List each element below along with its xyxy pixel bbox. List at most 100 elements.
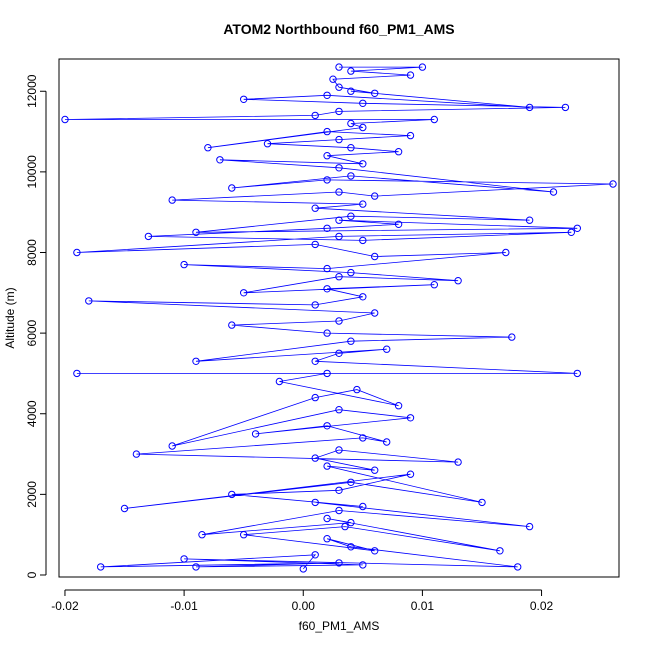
data-point xyxy=(496,547,504,555)
data-point xyxy=(275,377,284,386)
data-point xyxy=(525,216,534,224)
y-axis-label: Altitude (m) xyxy=(3,287,17,348)
data-point xyxy=(323,176,331,184)
data-point xyxy=(609,180,617,188)
data-point xyxy=(323,224,331,233)
data-point xyxy=(406,414,415,422)
y-tick-label: 2000 xyxy=(25,481,39,508)
data-point xyxy=(406,470,415,478)
data-point xyxy=(394,402,403,410)
data-point xyxy=(525,522,534,531)
data-point xyxy=(359,160,367,168)
data-point xyxy=(323,422,331,430)
data-point xyxy=(406,71,415,79)
data-point xyxy=(359,561,367,569)
x-tick-label: -0.02 xyxy=(51,599,79,613)
data-point xyxy=(335,446,343,454)
data-point xyxy=(263,140,272,148)
y-tick-label: 12000 xyxy=(25,74,39,108)
data-point xyxy=(347,172,355,180)
data-point xyxy=(323,535,331,543)
x-tick-label: 0.01 xyxy=(411,599,435,613)
y-tick-label: 8000 xyxy=(25,239,39,266)
data-point xyxy=(394,148,403,156)
data-point xyxy=(97,563,105,571)
data-point xyxy=(73,369,81,378)
y-axis: 0 2000 4000 6000 8000 10000 12000 xyxy=(25,74,47,578)
data-point xyxy=(61,115,69,124)
data-point xyxy=(341,522,349,531)
data-point xyxy=(359,434,367,442)
data-point xyxy=(192,228,200,237)
data-point xyxy=(454,277,462,285)
data-point xyxy=(347,144,355,152)
data-point xyxy=(359,123,367,132)
data-point xyxy=(323,514,331,523)
data-point xyxy=(204,144,212,152)
data-point xyxy=(311,393,319,402)
data-point xyxy=(323,285,331,293)
data-point xyxy=(335,164,343,172)
data-point xyxy=(240,95,248,104)
data-point xyxy=(549,188,558,196)
data-point xyxy=(335,107,343,116)
data-point xyxy=(311,204,319,212)
data-point xyxy=(216,156,224,164)
data-point xyxy=(323,329,331,337)
data-point xyxy=(335,188,343,196)
data-point xyxy=(335,559,343,567)
data-point xyxy=(359,99,367,108)
data-point xyxy=(371,192,379,200)
data-point xyxy=(383,438,391,446)
data-point xyxy=(347,212,355,220)
data-point xyxy=(394,220,403,229)
data-point xyxy=(311,240,319,249)
data-point xyxy=(347,543,355,551)
y-tick-label: 4000 xyxy=(25,400,39,427)
data-point xyxy=(573,369,581,378)
data-point xyxy=(168,442,176,450)
data-point xyxy=(335,317,343,325)
data-point xyxy=(73,248,81,257)
data-point xyxy=(335,349,343,357)
data-point xyxy=(502,248,510,257)
data-point xyxy=(311,551,319,559)
data-point xyxy=(347,268,355,277)
data-point xyxy=(335,406,343,414)
data-point xyxy=(418,63,427,71)
x-tick-label: 0.00 xyxy=(292,599,316,613)
data-point xyxy=(371,547,379,555)
data-point xyxy=(192,357,200,365)
x-axis: -0.02 -0.01 0.00 0.01 0.02 xyxy=(51,589,554,613)
data-point xyxy=(180,260,188,269)
y-tick-label: 6000 xyxy=(25,319,39,346)
data-point xyxy=(383,345,391,353)
data-point xyxy=(335,216,343,224)
data-point xyxy=(311,454,319,462)
data-point xyxy=(430,281,438,289)
data-point xyxy=(347,337,355,345)
data-point xyxy=(323,91,331,100)
data-point xyxy=(525,103,534,112)
y-tick-label: 10000 xyxy=(25,155,39,189)
data-point xyxy=(406,131,415,140)
data-point xyxy=(567,228,575,237)
data-point xyxy=(359,200,367,208)
data-point xyxy=(514,563,522,571)
data-point xyxy=(371,252,379,261)
data-point xyxy=(347,478,355,486)
data-point xyxy=(508,333,516,341)
data-point xyxy=(323,264,331,273)
data-point xyxy=(353,385,361,394)
series-line xyxy=(64,66,614,570)
data-point xyxy=(335,135,343,144)
data-point xyxy=(120,504,129,513)
data-point xyxy=(371,309,379,317)
data-point xyxy=(311,301,319,309)
y-tick-label: 0 xyxy=(25,571,39,578)
data-point xyxy=(335,486,343,494)
data-point xyxy=(251,430,260,438)
data-point xyxy=(240,531,248,539)
data-point xyxy=(347,87,355,95)
